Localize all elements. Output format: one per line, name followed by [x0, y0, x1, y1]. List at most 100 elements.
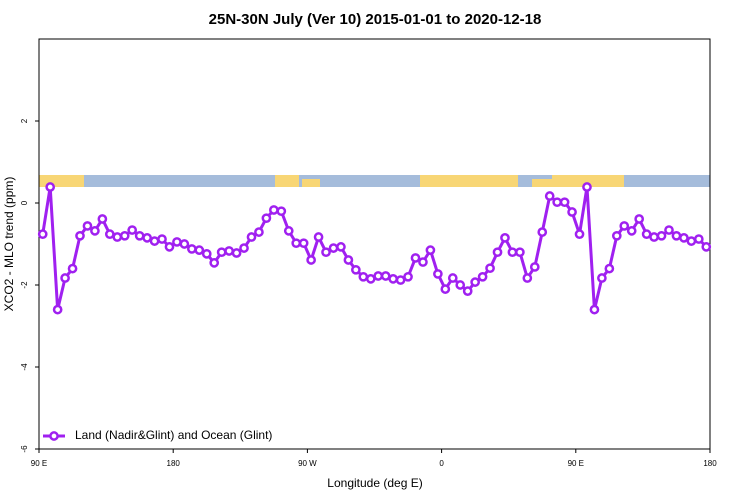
- point: [82, 221, 93, 231]
- point: [477, 271, 488, 282]
- point: [418, 257, 428, 267]
- point: [358, 271, 369, 282]
- point: [216, 247, 227, 258]
- point: [231, 248, 242, 258]
- point: [201, 248, 212, 259]
- point: [626, 226, 637, 236]
- x-axis-label: Longitude (deg E): [327, 476, 422, 490]
- point: [104, 229, 115, 240]
- point: [455, 280, 466, 290]
- point: [164, 242, 175, 252]
- plot-frame: [38, 38, 711, 450]
- point: [37, 229, 48, 240]
- y-tick-label: 0: [20, 200, 29, 205]
- point: [634, 214, 645, 224]
- point: [567, 207, 577, 217]
- point: [373, 271, 384, 281]
- point: [179, 239, 190, 249]
- point: [291, 238, 302, 249]
- point: [701, 242, 712, 252]
- point: [574, 229, 585, 240]
- point: [119, 230, 130, 241]
- point: [664, 225, 674, 235]
- point: [544, 191, 555, 201]
- point: [552, 197, 563, 208]
- point: [679, 233, 689, 243]
- y-tick-label: 2: [20, 118, 29, 123]
- point: [261, 213, 272, 224]
- point: [90, 226, 100, 236]
- point: [321, 247, 331, 258]
- point: [641, 229, 652, 240]
- point: [582, 182, 592, 192]
- y-tick-label: -4: [20, 363, 29, 371]
- point: [194, 245, 205, 255]
- point: [693, 234, 704, 244]
- point: [276, 206, 287, 217]
- point: [410, 253, 421, 263]
- y-axis-label: XCO2 - MLO trend (ppm): [2, 177, 16, 312]
- point: [589, 304, 600, 315]
- point: [67, 263, 78, 274]
- point: [134, 230, 145, 241]
- point: [433, 269, 443, 279]
- x-tick-label: 180: [703, 459, 717, 468]
- x-tick-label: 0: [439, 459, 444, 468]
- point: [157, 234, 167, 244]
- y-tick-label: -6: [20, 445, 29, 453]
- point: [52, 304, 63, 315]
- point: [447, 273, 458, 283]
- legend-label: Land (Nadir&Glint) and Ocean (Glint): [75, 428, 272, 442]
- point: [142, 233, 152, 243]
- point: [239, 243, 249, 253]
- point: [269, 205, 279, 215]
- point: [470, 277, 480, 287]
- point: [380, 271, 391, 281]
- point: [440, 284, 451, 294]
- point: [298, 238, 309, 249]
- point: [246, 232, 257, 242]
- y-tick-label: -2: [20, 281, 29, 289]
- point: [425, 245, 436, 255]
- point: [45, 182, 56, 192]
- point: [127, 225, 138, 235]
- x-tick-label: 90 E: [568, 459, 584, 468]
- x-tick-label: 90 E: [31, 459, 47, 468]
- point: [149, 236, 160, 246]
- point: [97, 214, 108, 224]
- x-tick-label: 180: [167, 459, 181, 468]
- point: [671, 230, 682, 241]
- point: [529, 262, 540, 272]
- point: [403, 271, 413, 282]
- point: [485, 263, 495, 274]
- point: [492, 247, 503, 258]
- point: [336, 242, 346, 252]
- point: [559, 197, 570, 208]
- point: [507, 247, 518, 258]
- point: [365, 274, 376, 284]
- point: [388, 274, 398, 284]
- point: [395, 275, 406, 285]
- legend-marker: [49, 431, 59, 441]
- point: [306, 255, 316, 265]
- point: [686, 236, 697, 246]
- point: [172, 237, 182, 247]
- point: [597, 273, 607, 283]
- chart-title: 25N-30N July (Ver 10) 2015-01-01 to 2020…: [209, 11, 542, 28]
- point: [604, 263, 615, 274]
- land-band: [39, 175, 624, 187]
- point: [343, 255, 354, 265]
- point: [649, 232, 659, 242]
- point: [619, 221, 630, 231]
- point: [313, 232, 324, 242]
- point: [283, 226, 294, 236]
- point: [112, 232, 123, 242]
- point: [537, 227, 548, 237]
- point: [462, 286, 473, 296]
- point: [515, 247, 525, 258]
- point: [224, 246, 234, 256]
- point: [254, 227, 264, 237]
- point: [611, 230, 622, 241]
- point: [75, 230, 85, 241]
